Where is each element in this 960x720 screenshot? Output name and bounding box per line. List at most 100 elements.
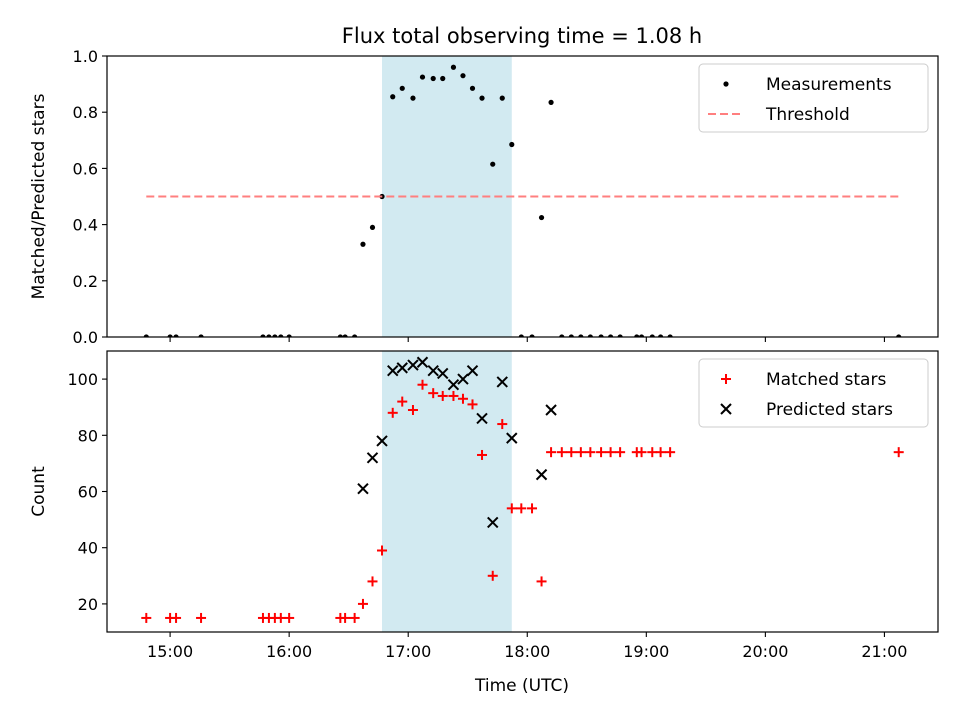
measurement-point — [658, 334, 664, 337]
matched-star-marker — [566, 447, 577, 458]
matched-star-marker — [575, 447, 586, 458]
measurement-point — [440, 75, 446, 82]
matched-star-marker — [275, 612, 286, 623]
matched-star-marker — [437, 390, 448, 401]
matched-star-marker — [506, 503, 517, 514]
matched-star-marker — [585, 447, 596, 458]
matched-star-marker — [377, 545, 388, 556]
predicted-star-marker — [416, 356, 429, 368]
y-tick-label: 60 — [78, 483, 98, 502]
matched-star-marker — [340, 612, 351, 623]
predicted-star-marker — [407, 359, 419, 371]
y-tick-label: 80 — [78, 426, 98, 445]
matched-star-marker — [546, 447, 557, 458]
x-tick-label: 19:00 — [623, 642, 669, 661]
predicted-star-marker — [447, 379, 460, 391]
measurement-point — [143, 334, 149, 337]
measurement-point — [518, 334, 524, 337]
matched-star-marker — [596, 447, 607, 458]
measurement-point — [509, 141, 515, 148]
measurement-point — [538, 214, 545, 221]
measurement-point — [167, 334, 173, 337]
measurement-point — [649, 334, 655, 337]
predicted-star-marker — [357, 482, 369, 495]
legend-label: Measurements — [766, 75, 892, 95]
measurement-point — [617, 334, 623, 337]
matched-star-marker — [605, 447, 616, 458]
predicted-star-marker — [545, 404, 557, 416]
matched-star-marker — [477, 449, 488, 460]
matched-star-marker — [387, 407, 398, 418]
matched-star-marker — [349, 612, 360, 623]
matched-star-marker — [487, 570, 498, 581]
measurement-point — [559, 334, 565, 337]
measurement-point — [410, 95, 416, 101]
matched-star-marker — [636, 447, 647, 458]
y-axis-label: Count — [29, 466, 49, 517]
x-axis-label: Time (UTC) — [474, 676, 569, 696]
observing-window-span — [382, 351, 512, 632]
measurement-point — [419, 74, 426, 80]
matched-star-marker — [497, 419, 508, 430]
legend-label: Threshold — [765, 105, 850, 125]
x-tick-label: 15:00 — [147, 642, 193, 661]
matched-star-marker — [428, 388, 439, 399]
matched-star-marker — [467, 399, 478, 410]
matched-star-marker — [196, 612, 207, 623]
matched-star-marker — [647, 447, 658, 458]
legend-box — [698, 358, 929, 428]
legend: Matched stars Predicted stars — [698, 358, 929, 428]
measurement-point — [598, 334, 604, 337]
y-tick-label: 40 — [78, 539, 98, 558]
measurement-point — [608, 334, 614, 337]
measurement-point — [399, 85, 405, 91]
measurement-point — [360, 241, 366, 247]
ratio-panel: 0.0 0.2 0.4 0.6 0.8 1.0 Matched/Predicted star… — [29, 47, 939, 347]
measurement-point — [490, 161, 496, 167]
measurement-point — [896, 334, 902, 337]
predicted-star-marker — [496, 376, 508, 388]
legend-label: Predicted stars — [766, 400, 893, 420]
predicted-star-marker — [487, 516, 499, 529]
matched-star-marker — [407, 405, 418, 416]
measurement-point — [460, 73, 466, 79]
measurement-point — [430, 75, 436, 82]
predicted-star-marker — [396, 362, 408, 374]
measurement-point — [587, 334, 593, 337]
predicted-star-marker — [376, 435, 388, 447]
matched-star-marker — [284, 612, 295, 623]
measurement-point — [469, 85, 476, 91]
matched-star-marker — [536, 576, 547, 587]
x-tick-label: 18:00 — [504, 642, 550, 661]
matched-star-marker — [457, 393, 468, 404]
measurement-point — [352, 334, 358, 337]
matched-star-marker — [556, 447, 567, 458]
measurement-point — [638, 334, 645, 337]
matched-star-marker — [527, 503, 538, 514]
matched-star-marker — [665, 447, 676, 458]
matched-star-marker — [141, 612, 152, 623]
measurement-point — [173, 334, 179, 337]
measurement-point — [479, 95, 485, 101]
measurement-point — [578, 334, 584, 337]
matched-star-marker — [171, 612, 182, 623]
y-tick-label: 100 — [67, 370, 98, 389]
legend-box — [698, 63, 929, 133]
matched-star-marker — [615, 447, 626, 458]
matched-star-marker — [655, 447, 666, 458]
predicted-star-marker — [366, 452, 379, 464]
y-tick-label: 0.8 — [73, 103, 98, 122]
matched-star-marker — [893, 447, 904, 458]
measurement-point — [634, 334, 640, 337]
legend-label: Matched stars — [766, 370, 886, 390]
matched-star-marker — [516, 503, 527, 514]
predicted-star-marker — [437, 367, 449, 380]
predicted-star-marker — [457, 373, 469, 385]
legend-predicted-swatch — [720, 403, 732, 415]
x-tick-label: 16:00 — [266, 642, 312, 661]
y-tick-label: 20 — [78, 595, 98, 614]
predicted-star-marker — [535, 468, 548, 481]
y-tick-label: 0.6 — [73, 159, 98, 178]
predicted-star-marker — [427, 364, 439, 377]
